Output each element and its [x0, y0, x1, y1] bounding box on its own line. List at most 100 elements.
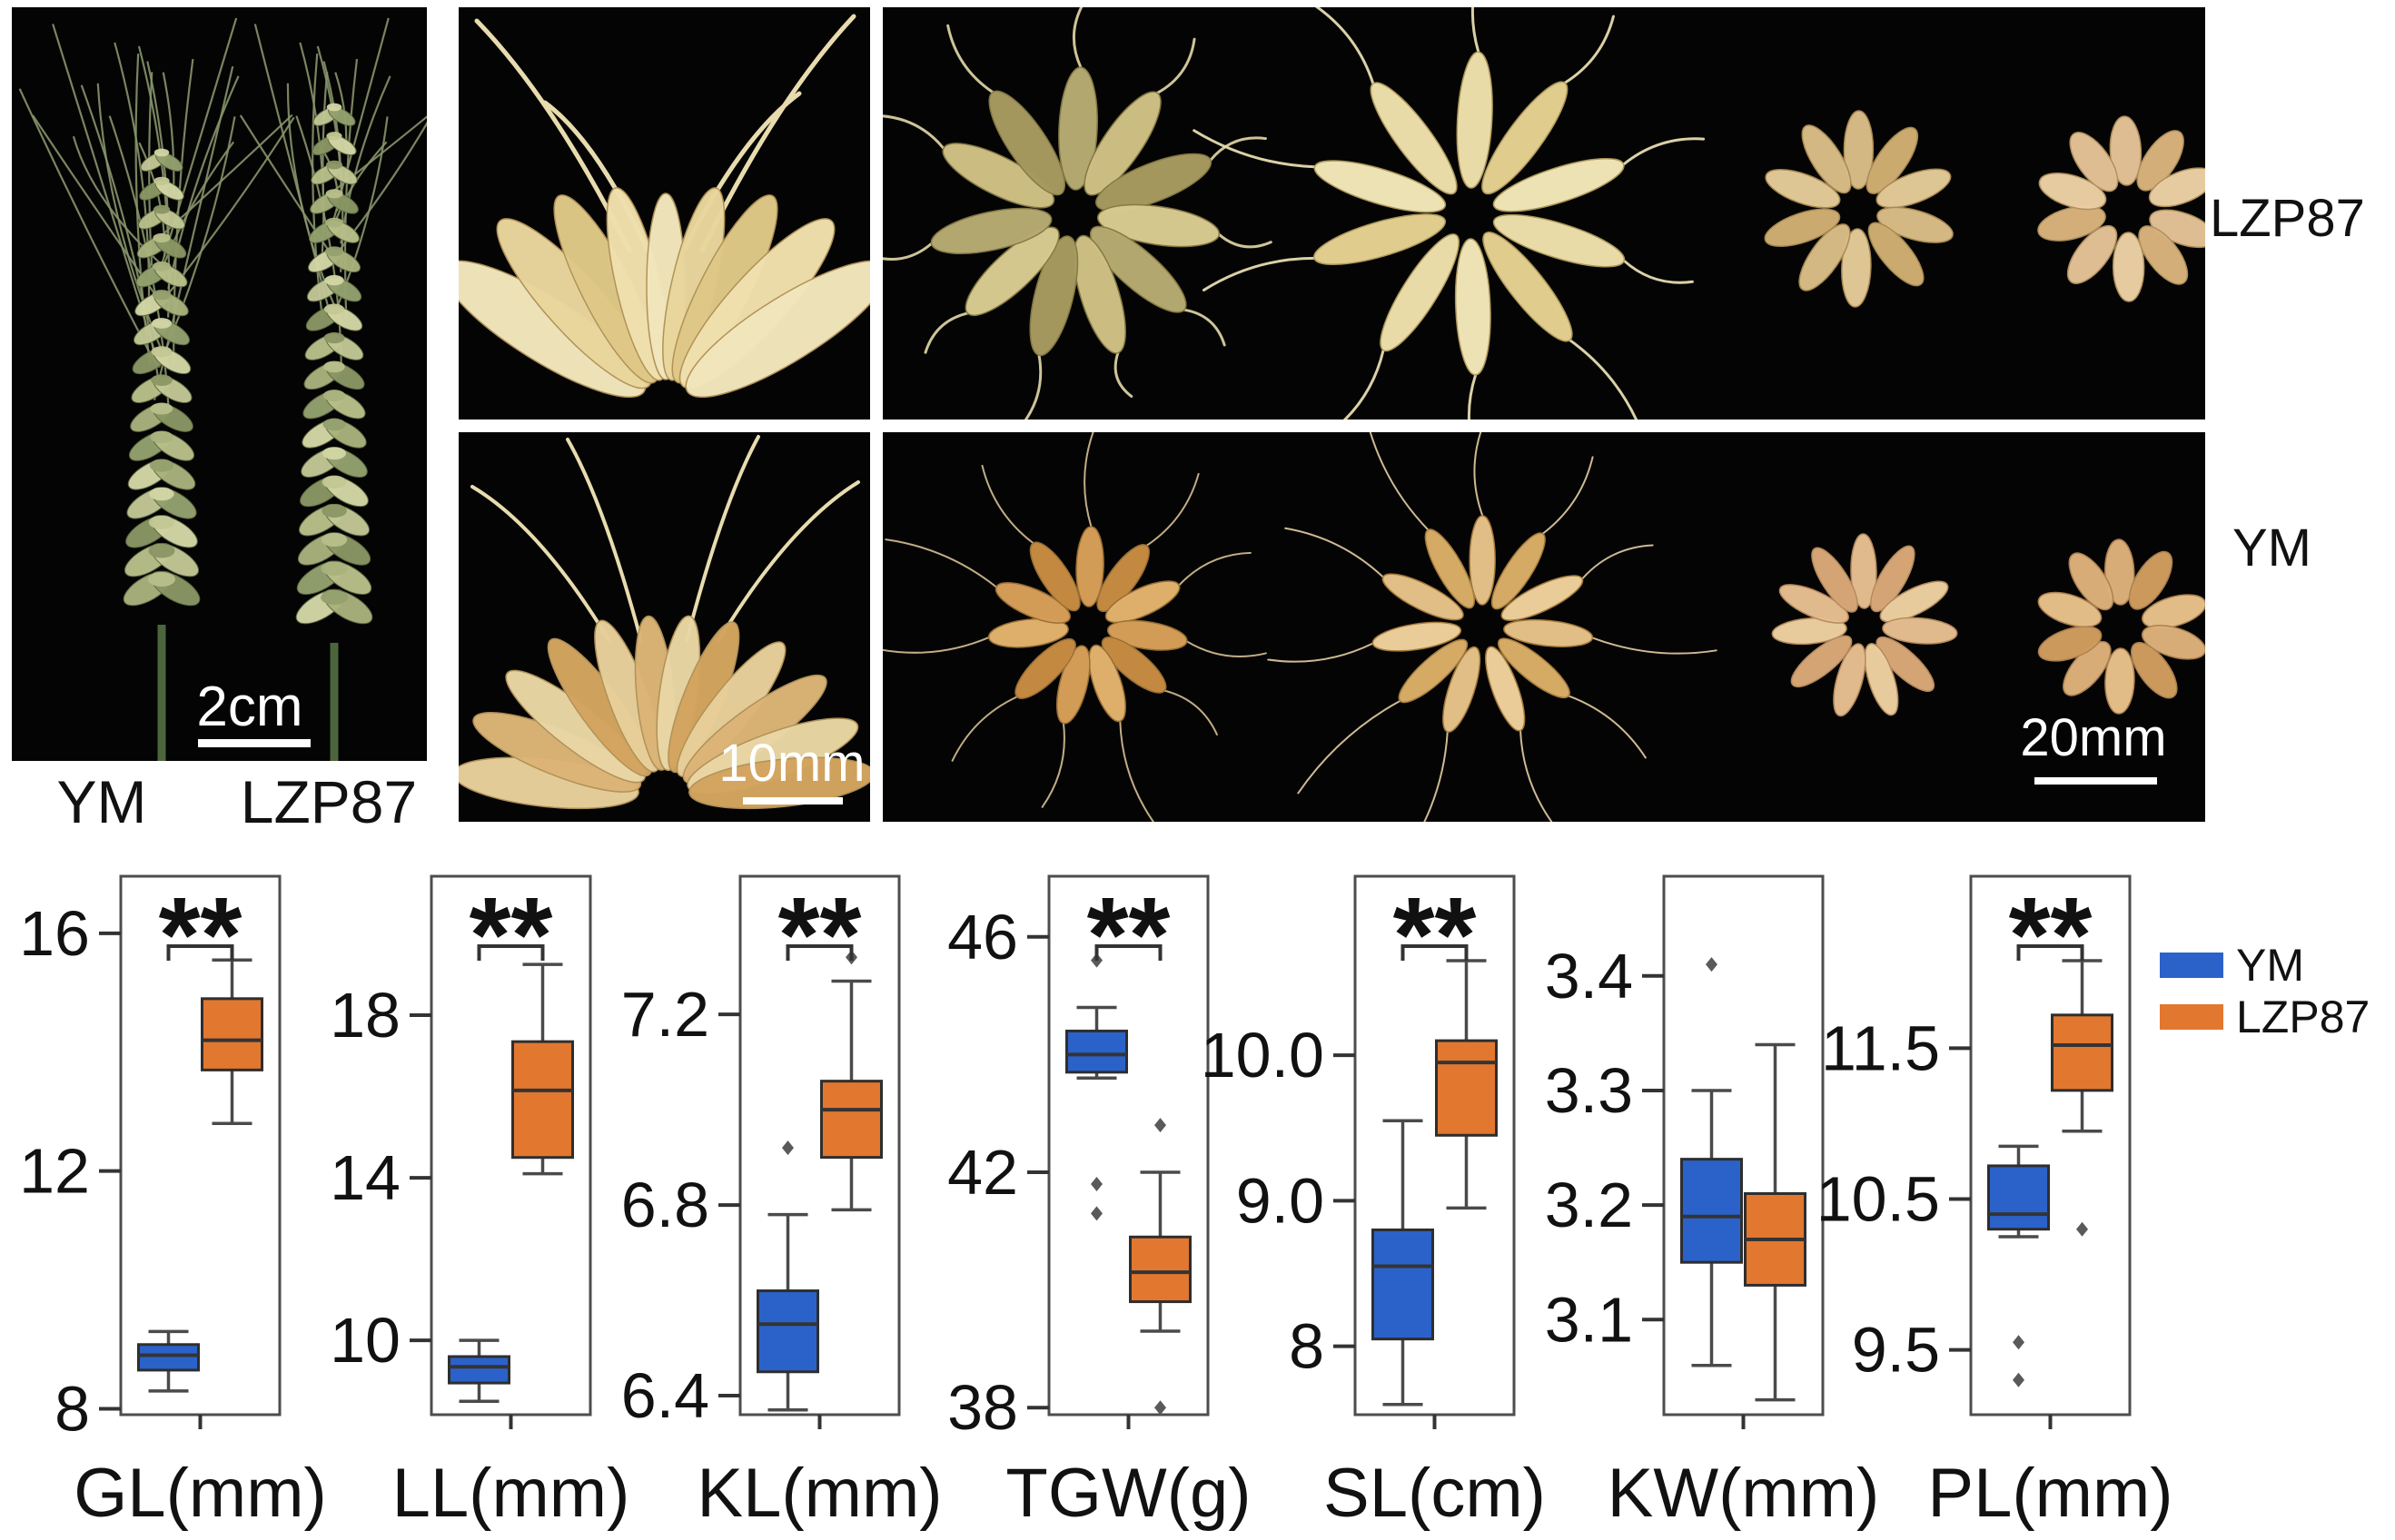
- grain: [321, 590, 348, 605]
- grain: [1801, 124, 1852, 194]
- grain: [1371, 621, 1462, 652]
- boxplot-panel-SL(cm): 10.0 9.0 8 SL(cm) **: [1201, 874, 1546, 1532]
- grain: [1497, 637, 1570, 699]
- awn: [883, 242, 934, 261]
- y-tick-label: 3.3: [1545, 1055, 1633, 1126]
- grain: [150, 430, 173, 444]
- awn: [1423, 730, 1449, 822]
- grain: [2066, 224, 2118, 284]
- awn: [1217, 232, 1272, 249]
- awn: [685, 435, 760, 643]
- grain: [1381, 573, 1464, 621]
- awn: [1267, 642, 1374, 663]
- grain: [1876, 206, 1954, 243]
- grain: [1424, 528, 1475, 609]
- awn: [18, 88, 155, 361]
- grain: [1764, 208, 1841, 247]
- significance-stars: **: [1087, 875, 1171, 995]
- outlier-point: [1091, 1176, 1103, 1191]
- grain: [1058, 66, 1098, 191]
- y-tick-label: 16: [19, 898, 90, 969]
- grain: [2037, 205, 2106, 242]
- box-ym: [1065, 1029, 1128, 1074]
- grain: [1843, 110, 1875, 190]
- outlier-point: [2013, 1335, 2024, 1350]
- significance-bracket: [166, 944, 234, 961]
- grain: [2069, 132, 2119, 192]
- grain: [151, 346, 173, 358]
- grain: [1469, 515, 1496, 606]
- grain: [1106, 619, 1188, 651]
- box-ym: [757, 1289, 819, 1374]
- legend-label-lzp87: LZP87: [2236, 992, 2370, 1042]
- grain-art-ym: [883, 432, 2205, 822]
- grain-rosette: [2037, 115, 2205, 302]
- awn: [981, 464, 1034, 545]
- row-label-ym: YM: [2232, 518, 2311, 578]
- grain: [1456, 51, 1493, 189]
- legend-swatch-lzp87: [2160, 1004, 2223, 1030]
- grain-rosette: [1764, 110, 1954, 308]
- significance-bracket: [2016, 944, 2084, 961]
- spikelet-art-ym: [459, 435, 870, 810]
- grain: [1055, 645, 1091, 725]
- awn: [1113, 351, 1133, 399]
- awn: [924, 311, 969, 354]
- grain: [321, 561, 348, 577]
- awn: [1591, 637, 1717, 655]
- grain: [1481, 81, 1569, 195]
- spikelet-art-lzp87: [459, 14, 870, 399]
- box-ym: [1680, 1158, 1743, 1264]
- box-lzp87: [511, 1040, 574, 1160]
- awn: [295, 115, 342, 365]
- grain: [1104, 580, 1181, 624]
- grain-rosette: [883, 7, 1272, 420]
- box-lzp87: [201, 997, 263, 1071]
- box-ym: [1371, 1228, 1434, 1341]
- awn: [1581, 544, 1654, 580]
- grain: [2128, 550, 2173, 610]
- grain-rosette: [1267, 432, 1717, 822]
- box-lzp87: [1435, 1039, 1498, 1137]
- legend-row-ym: YM: [2160, 943, 2370, 988]
- grain: [1089, 225, 1187, 313]
- awn: [162, 72, 175, 195]
- awn: [1193, 129, 1317, 169]
- y-tick-label: 3.2: [1545, 1170, 1633, 1240]
- outlier-point: [1154, 1118, 1166, 1133]
- grain-photo-lzp87: [883, 7, 2205, 420]
- boxplot-panel-TGW(g): 46 42 38 TGW(g) **: [947, 874, 1252, 1532]
- grain: [1370, 82, 1458, 195]
- grain: [1096, 203, 1221, 248]
- spikelet: [459, 14, 870, 399]
- axis-label: KW(mm): [1608, 1455, 1880, 1532]
- axis-label: KL(mm): [697, 1455, 942, 1532]
- grain: [2141, 625, 2205, 660]
- grain: [149, 459, 174, 472]
- awn: [322, 61, 342, 199]
- y-tick-label: 11.5: [1821, 1012, 1940, 1083]
- spike-label-lzp87: LZP87: [240, 768, 418, 835]
- grain: [1811, 547, 1858, 613]
- significance-stars: **: [778, 875, 862, 995]
- grain: [942, 143, 1055, 209]
- grain: [965, 226, 1060, 317]
- awn: [1314, 7, 1375, 85]
- grain: [153, 204, 171, 214]
- box-lzp87: [820, 1080, 883, 1160]
- awn: [1369, 432, 1430, 531]
- awn: [1467, 373, 1478, 420]
- grain: [2131, 641, 2178, 699]
- awn: [1622, 259, 1694, 284]
- awn: [1519, 729, 1553, 822]
- grain: [322, 418, 346, 431]
- grain: [2037, 591, 2103, 628]
- awn: [1622, 137, 1706, 166]
- grain: [324, 274, 344, 286]
- legend-label-ym: YM: [2236, 940, 2304, 991]
- scalebar-2cm: [198, 739, 311, 747]
- boxplot-frame: [119, 874, 282, 1417]
- grain: [2103, 538, 2135, 606]
- grain: [1492, 157, 1625, 212]
- awn: [566, 438, 643, 643]
